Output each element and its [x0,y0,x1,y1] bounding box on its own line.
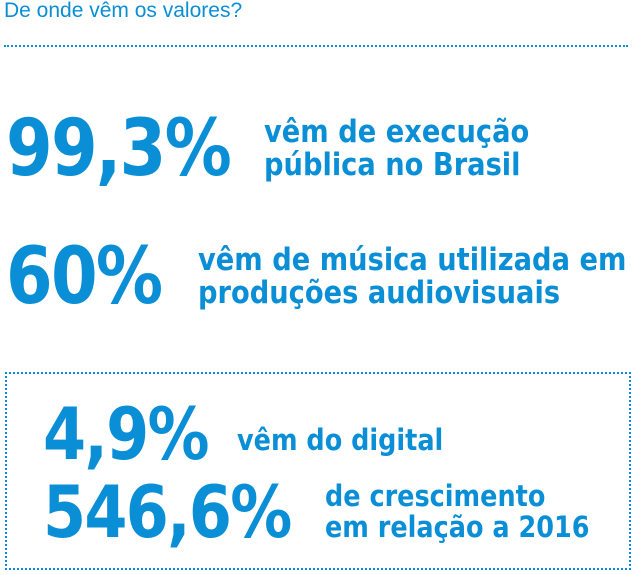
page-title: De onde vêm os valores? [4,0,243,22]
stat-public-performance: 99,3% vêm de execução pública no Brasil [6,104,565,194]
stat-value: 99,3% [6,104,232,194]
stat-description: vêm do digital [237,423,444,458]
stat-description-line: vêm de execução [264,113,530,150]
stat-description-line: de crescimento [325,478,546,513]
stat-digital: 4,9% vêm do digital [43,392,471,476]
highlight-box [5,372,631,570]
stat-value: 4,9% [43,392,210,476]
dotted-divider [4,45,628,47]
stat-description-line: vêm de música utilizada em [198,241,627,278]
stat-description-line: pública no Brasil [264,147,521,183]
stat-value: 60% [6,232,163,322]
stat-description-line: vêm do digital [237,423,444,458]
stat-description-line: em relação a 2016 [325,510,590,544]
stat-description: vêm de execução pública no Brasil [264,113,530,183]
stat-description: vêm de música utilizada em produções aud… [198,241,627,311]
stat-description: de crescimento em relação a 2016 [325,478,590,544]
stat-description-line: produções audiovisuais [198,275,561,311]
stat-growth: 546,6% de crescimento em relação a 2016 [43,470,626,554]
stat-audiovisual: 60% vêm de música utilizada em produções… [6,232,642,322]
stat-value: 546,6% [43,470,292,554]
